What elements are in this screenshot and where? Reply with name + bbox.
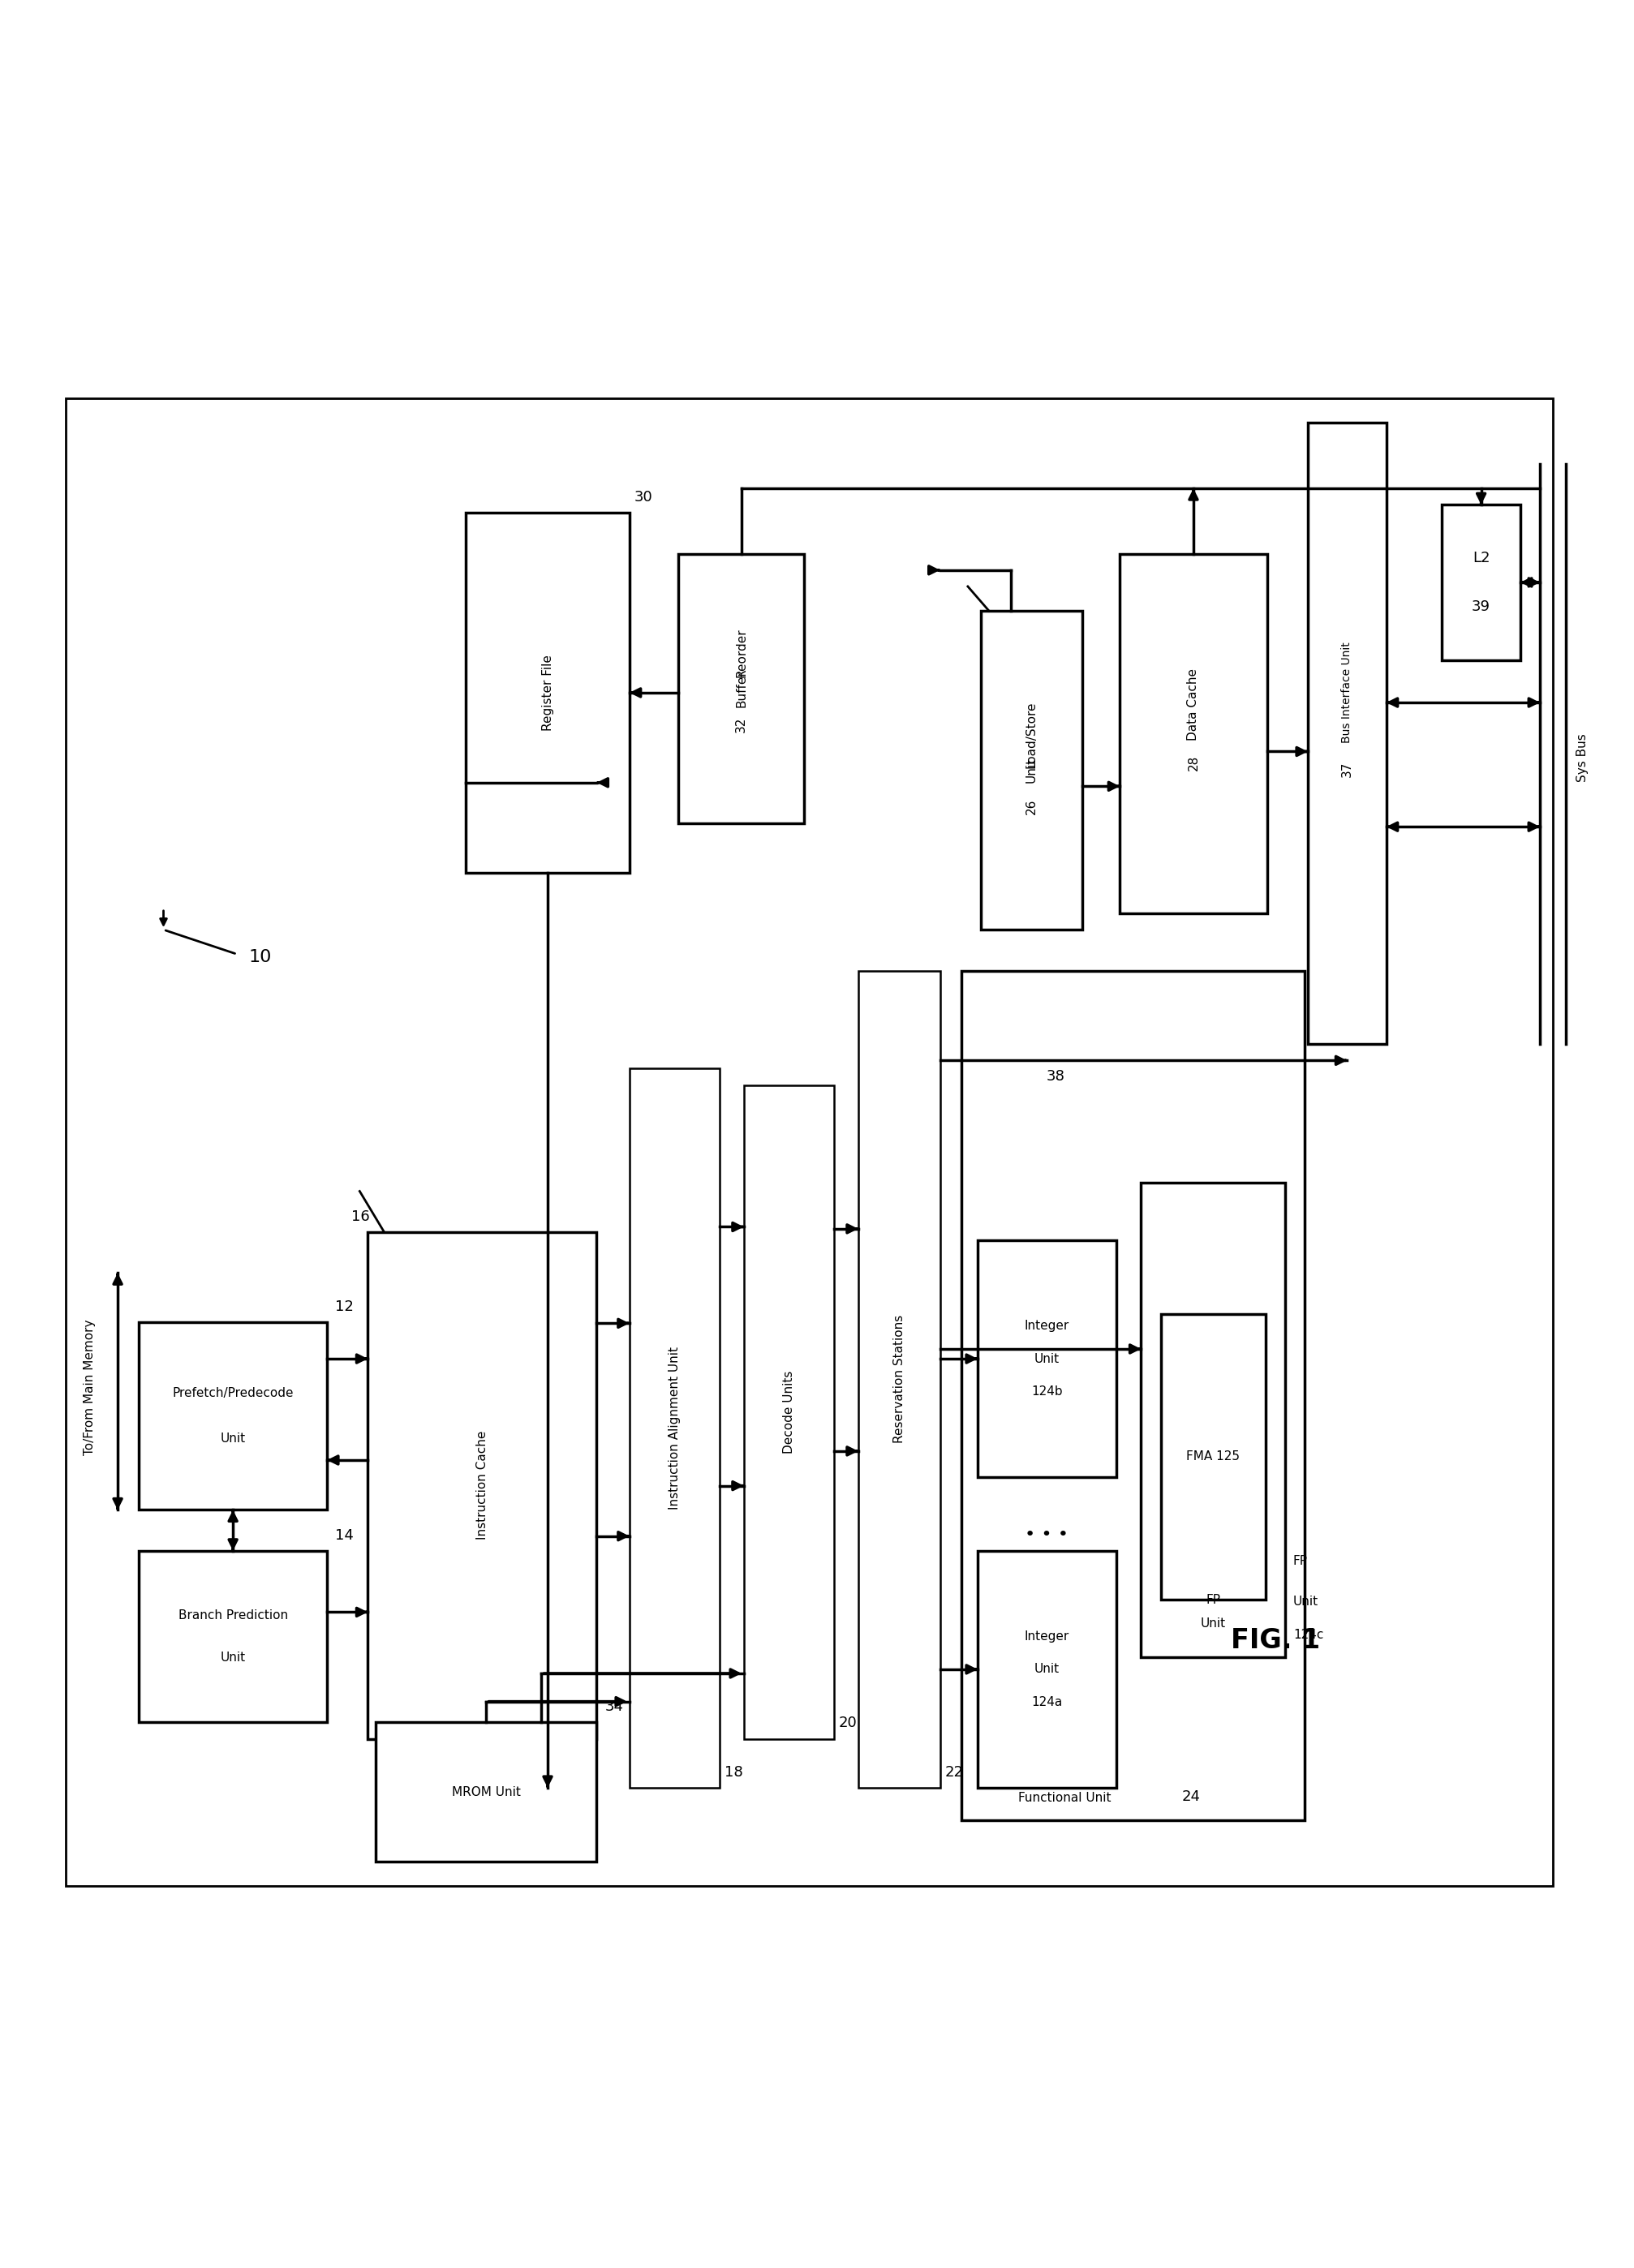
Text: • • •: • • • xyxy=(1025,1526,1067,1542)
Bar xyxy=(376,1721,596,1862)
Bar xyxy=(1141,1184,1284,1658)
Text: Data Cache: Data Cache xyxy=(1186,669,1199,739)
Text: Decode Units: Decode Units xyxy=(783,1370,794,1454)
Bar xyxy=(678,553,804,823)
Text: 22: 22 xyxy=(944,1765,962,1780)
Text: 28: 28 xyxy=(1186,755,1199,771)
Text: 124a: 124a xyxy=(1031,1696,1062,1708)
Text: Prefetch/Predecode: Prefetch/Predecode xyxy=(172,1388,294,1399)
Text: 26: 26 xyxy=(1025,798,1038,814)
Text: FIG. 1: FIG. 1 xyxy=(1230,1628,1319,1653)
Text: Unit: Unit xyxy=(1292,1597,1317,1608)
Bar xyxy=(961,971,1304,1821)
Text: Integer: Integer xyxy=(1025,1631,1069,1642)
Text: FP: FP xyxy=(1206,1594,1219,1606)
Text: 10: 10 xyxy=(248,950,271,966)
Text: Buffer: Buffer xyxy=(735,669,747,708)
Bar xyxy=(858,971,940,1787)
Bar xyxy=(977,1241,1116,1476)
Text: Unit: Unit xyxy=(1034,1352,1059,1365)
Bar xyxy=(139,1551,327,1721)
Text: Integer: Integer xyxy=(1025,1320,1069,1331)
Text: FMA 125: FMA 125 xyxy=(1186,1452,1239,1463)
Text: 32: 32 xyxy=(735,717,747,733)
Text: Branch Prediction: Branch Prediction xyxy=(178,1610,288,1622)
Text: Bus Interface Unit: Bus Interface Unit xyxy=(1342,642,1351,744)
Text: 18: 18 xyxy=(724,1765,742,1780)
Text: 39: 39 xyxy=(1471,599,1490,615)
Text: 20: 20 xyxy=(838,1717,856,1730)
Text: 14: 14 xyxy=(335,1529,353,1542)
Bar xyxy=(368,1232,596,1740)
Bar xyxy=(629,1068,719,1787)
Text: 38: 38 xyxy=(1046,1070,1064,1084)
Text: Reservation Stations: Reservation Stations xyxy=(892,1315,905,1442)
Text: 16: 16 xyxy=(351,1209,369,1225)
Text: Instruction Cache: Instruction Cache xyxy=(475,1431,489,1540)
Text: 24: 24 xyxy=(1181,1789,1199,1803)
Bar xyxy=(980,610,1082,930)
Text: Unit: Unit xyxy=(1025,758,1038,782)
Bar xyxy=(466,513,629,873)
Text: Unit: Unit xyxy=(1199,1617,1226,1631)
Text: 124b: 124b xyxy=(1031,1386,1062,1397)
Text: 124c: 124c xyxy=(1292,1628,1324,1640)
Text: L2: L2 xyxy=(1472,551,1489,565)
Text: FP: FP xyxy=(1292,1556,1307,1567)
Text: Sys Bus: Sys Bus xyxy=(1575,735,1588,782)
Bar xyxy=(977,1551,1116,1787)
Text: Register File: Register File xyxy=(541,655,554,730)
Bar xyxy=(1160,1313,1265,1599)
Bar xyxy=(1307,424,1386,1043)
Bar xyxy=(139,1322,327,1510)
Text: Instruction Alignment Unit: Instruction Alignment Unit xyxy=(668,1347,680,1510)
Bar xyxy=(1441,506,1520,660)
Text: Reorder: Reorder xyxy=(735,628,747,678)
Text: Functional Unit: Functional Unit xyxy=(1018,1792,1111,1803)
Text: 30: 30 xyxy=(634,490,652,506)
Text: 12: 12 xyxy=(335,1300,353,1313)
Text: To/From Main Memory: To/From Main Memory xyxy=(83,1320,96,1456)
Text: 34: 34 xyxy=(605,1699,623,1715)
Text: Unit: Unit xyxy=(1034,1662,1059,1676)
Bar xyxy=(743,1084,833,1740)
Text: Load/Store: Load/Store xyxy=(1025,701,1038,769)
Text: 37: 37 xyxy=(1340,762,1353,778)
Text: Unit: Unit xyxy=(221,1651,245,1665)
Bar xyxy=(1119,553,1266,914)
Text: Unit: Unit xyxy=(221,1433,245,1445)
Text: MROM Unit: MROM Unit xyxy=(451,1785,521,1799)
